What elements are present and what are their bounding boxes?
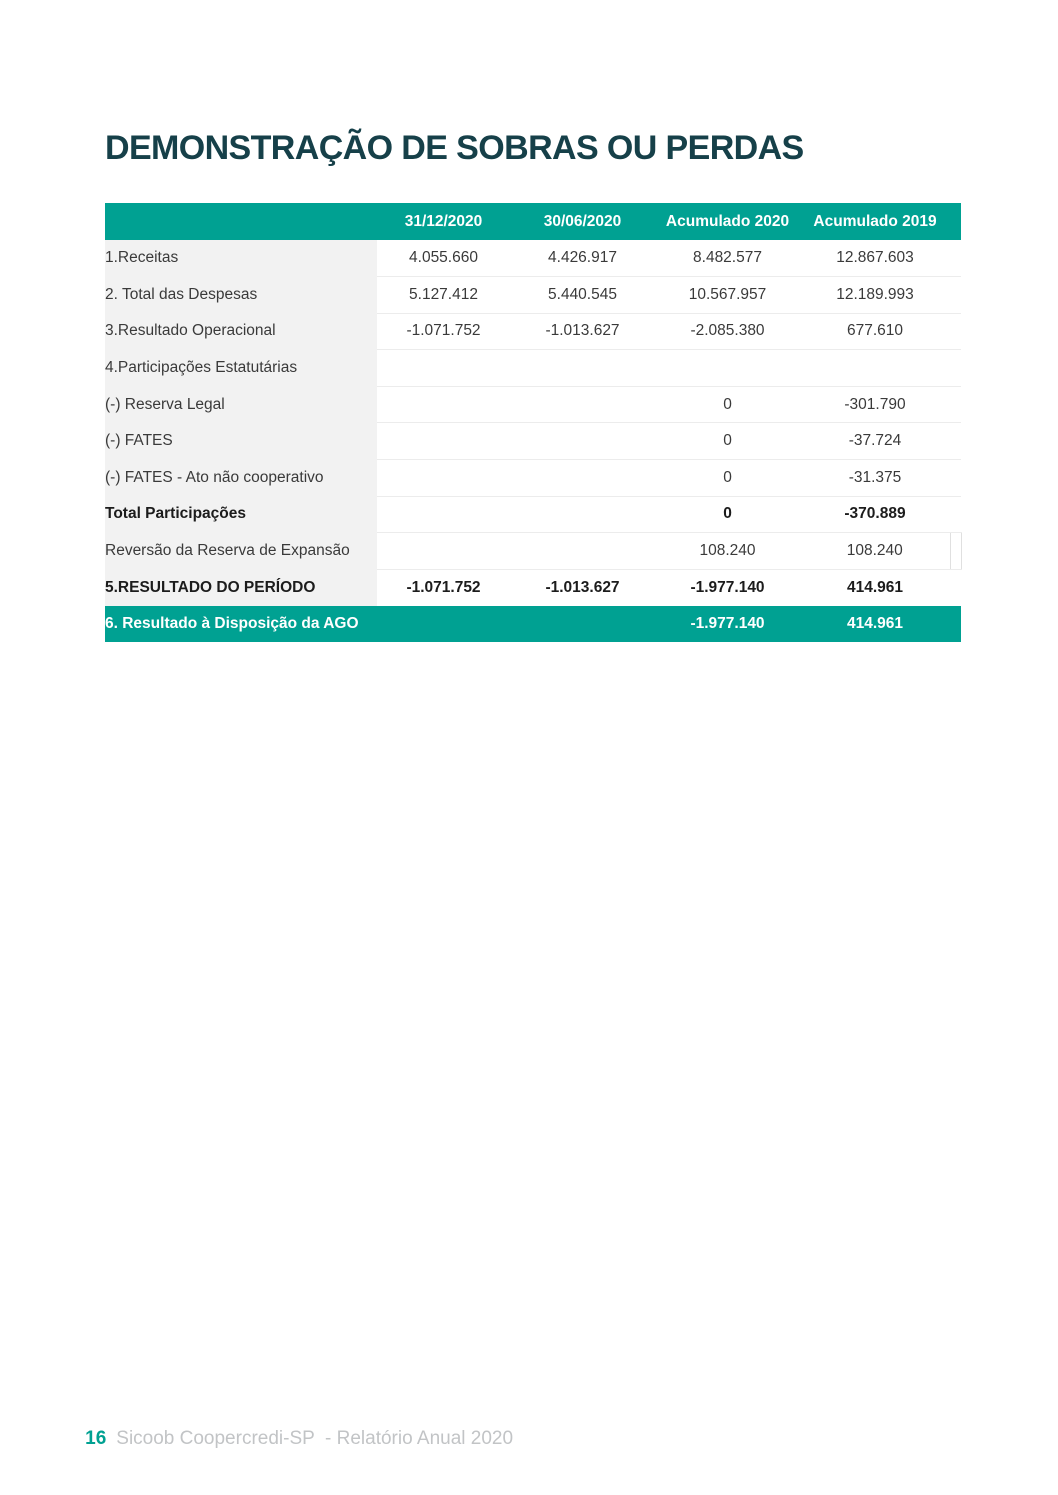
row-value: -31.375 [800, 459, 950, 497]
row-value: 12.867.603 [800, 240, 950, 278]
row-value: 12.189.993 [800, 276, 950, 314]
table-row: Total Participações 0 -370.889 [105, 496, 961, 534]
page-title: DEMONSTRAÇÃO DE SOBRAS OU PERDAS [105, 129, 804, 167]
row-value: 5.440.545 [510, 276, 655, 314]
table-row: 3.Resultado Operacional -1.071.752 -1.013.… [105, 313, 961, 351]
row-value [510, 459, 655, 497]
row-label: 3.Resultado Operacional [105, 313, 377, 350]
row-value: 0 [655, 422, 800, 461]
table-row: 6. Resultado à Disposição da AGO -1.977.1… [105, 605, 961, 642]
notch-cell [950, 459, 961, 497]
row-value [377, 605, 510, 642]
row-value [377, 349, 510, 387]
row-value: -1.013.627 [510, 569, 655, 606]
row-value: -1.977.140 [655, 569, 800, 606]
row-value [510, 496, 655, 534]
table-row: (-) FATES 0 -37.724 [105, 422, 961, 461]
row-value [377, 459, 510, 497]
row-value: 5.127.412 [377, 276, 510, 314]
notch-cell [950, 313, 961, 351]
row-label: 4.Participações Estatutárias [105, 349, 377, 387]
row-value: -301.790 [800, 386, 950, 424]
row-value [510, 532, 655, 570]
row-label: (-) Reserva Legal [105, 386, 377, 423]
row-value: 10.567.957 [655, 276, 800, 314]
notch-cell [950, 496, 961, 534]
table-row: 4.Participações Estatutárias [105, 349, 961, 387]
row-value: 0 [655, 459, 800, 497]
footer-text: Sicoob Coopercredi-SP - Relatório Anual … [116, 1428, 514, 1449]
table-row: (-) FATES - Ato não cooperativo 0 -31.375 [105, 459, 961, 497]
row-value: 677.610 [800, 313, 950, 351]
row-value [377, 532, 510, 570]
row-value: -1.071.752 [377, 313, 510, 351]
row-value [510, 605, 655, 642]
row-value: -1.071.752 [377, 569, 510, 606]
row-label: Reversão da Reserva de Expansão [105, 532, 377, 570]
row-value: 108.240 [655, 532, 800, 570]
row-label: 2. Total das Despesas [105, 276, 377, 314]
row-value [377, 386, 510, 424]
table-header: 31/12/2020 30/06/2020 Acumulado 2020 Acu… [105, 203, 961, 240]
header-label-col [105, 203, 377, 240]
row-value: 108.240 [800, 532, 950, 570]
table-row: 5.RESULTADO DO PERÍODO -1.071.752 -1.013.6… [105, 569, 961, 606]
row-value [655, 349, 800, 387]
row-value: -1.977.140 [655, 605, 800, 642]
row-value: -37.724 [800, 422, 950, 461]
notch-cell [950, 276, 961, 314]
header-col-31-12-2020: 31/12/2020 [377, 203, 510, 240]
table-row: (-) Reserva Legal 0 -301.790 [105, 386, 961, 424]
header-col-acumulado-2020: Acumulado 2020 [655, 203, 800, 240]
row-label: 1.Receitas [105, 240, 377, 277]
row-value: -370.889 [800, 496, 950, 534]
header-row: 31/12/2020 30/06/2020 Acumulado 2020 Acu… [105, 203, 961, 240]
notch-cell [950, 605, 961, 642]
row-value [377, 496, 510, 534]
row-value: 8.482.577 [655, 240, 800, 278]
table-row: Reversão da Reserva de Expansão 108.240 10… [105, 532, 962, 570]
row-label: 6. Resultado à Disposição da AGO [105, 605, 377, 642]
row-value: 4.055.660 [377, 240, 510, 278]
footer-page-number: 16 [85, 1428, 107, 1449]
notch-cell [949, 532, 962, 570]
notch-cell [950, 349, 961, 387]
notch-cell [950, 240, 961, 278]
row-label: (-) FATES [105, 422, 377, 460]
row-value [510, 349, 655, 387]
row-label: (-) FATES - Ato não cooperativo [105, 459, 377, 497]
header-notch-col [950, 203, 961, 240]
row-value [510, 422, 655, 461]
table-row: 1.Receitas 4.055.660 4.426.917 8.482.577 12.… [105, 240, 961, 278]
page-footer: 16 Sicoob Coopercredi-SP - Relatório Anua… [64, 1406, 513, 1472]
row-label: 5.RESULTADO DO PERÍODO [105, 569, 377, 606]
notch-cell [950, 569, 961, 606]
row-value: 414.961 [800, 569, 950, 606]
row-value: 4.426.917 [510, 240, 655, 278]
row-value: 0 [655, 386, 800, 424]
sobras-perdas-table: 31/12/2020 30/06/2020 Acumulado 2020 Acu… [105, 203, 962, 642]
sobras-perdas-table-container: 31/12/2020 30/06/2020 Acumulado 2020 Acu… [105, 203, 962, 642]
notch-cell [950, 386, 961, 424]
table-row: 2. Total das Despesas 5.127.412 5.440.545 1… [105, 276, 961, 314]
row-value: 0 [655, 496, 800, 534]
row-value: -1.013.627 [510, 313, 655, 351]
row-value: -2.085.380 [655, 313, 800, 351]
header-col-acumulado-2019: Acumulado 2019 [800, 203, 950, 240]
row-value [800, 349, 950, 387]
row-label: Total Participações [105, 496, 377, 533]
row-value: 414.961 [800, 605, 950, 642]
notch-cell [950, 422, 961, 461]
header-col-30-06-2020: 30/06/2020 [510, 203, 655, 240]
row-value [377, 422, 510, 461]
row-value [510, 386, 655, 424]
table-body: 1.Receitas 4.055.660 4.426.917 8.482.577 12.… [105, 240, 962, 642]
